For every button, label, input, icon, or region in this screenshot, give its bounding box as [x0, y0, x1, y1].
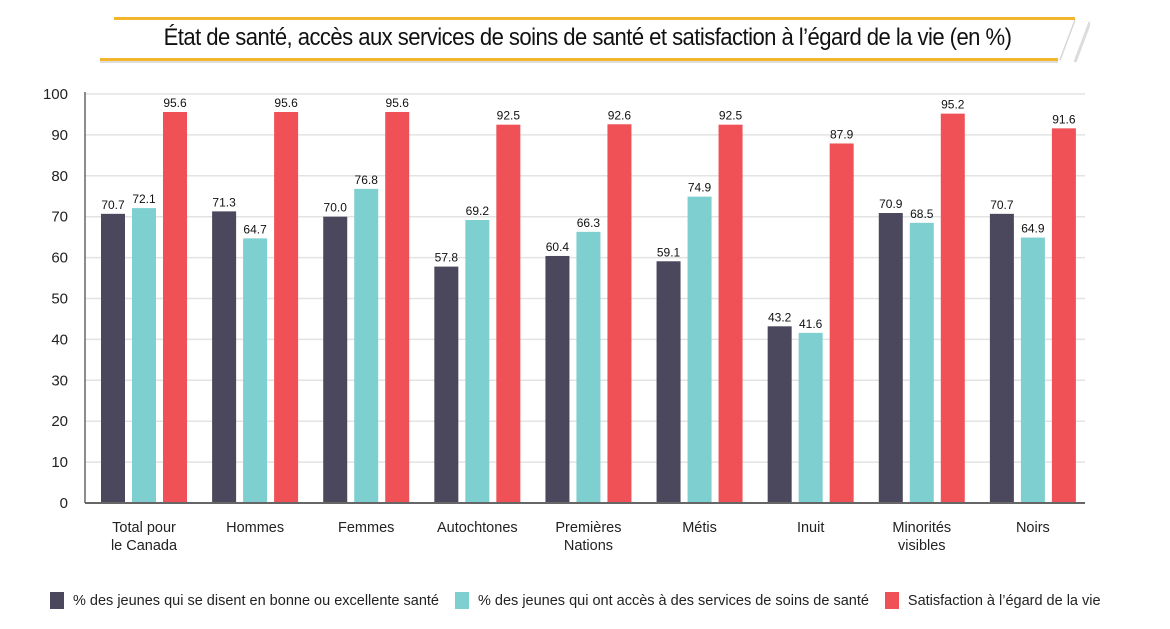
legend-item-good-health: % des jeunes qui se disent en bonne ou e… — [50, 592, 439, 609]
legend-label-life-satisfaction: Satisfaction à l’égard de la vie — [907, 592, 1101, 609]
x-category-label: Nations — [564, 538, 613, 554]
data-label: 87.9 — [830, 127, 854, 141]
data-label: 59.1 — [657, 245, 681, 259]
data-label: 66.3 — [577, 216, 601, 230]
bar — [434, 266, 459, 503]
data-label: 70.0 — [324, 201, 348, 215]
category-labels: Total pour le Canada Hommes Femmes Autochton… — [111, 520, 1050, 554]
bar — [576, 231, 601, 503]
legend-label-good-health: % des jeunes qui se disent en bonne ou e… — [73, 592, 439, 609]
x-category-label: Noirs — [1016, 520, 1050, 536]
bar — [545, 255, 570, 503]
y-tick-label: 30 — [51, 372, 68, 389]
legend-item-life-satisfaction: Satisfaction à l’égard de la vie — [884, 592, 1101, 609]
title-bottom-rule — [100, 58, 1058, 61]
x-category-label: Femmes — [338, 520, 394, 536]
legend-item-health-access: % des jeunes qui ont accès à des service… — [454, 592, 869, 609]
data-label: 95.6 — [274, 96, 298, 110]
title-top-rule — [114, 17, 1075, 20]
y-tick-label: 10 — [51, 454, 68, 471]
x-category-label: Inuit — [797, 520, 824, 536]
y-tick-label: 60 — [51, 250, 68, 267]
data-label: 57.8 — [435, 251, 459, 265]
bar — [687, 196, 712, 503]
data-label: 41.6 — [799, 317, 823, 331]
bar — [274, 111, 299, 503]
bar-chart: 0 10 20 30 40 50 60 70 80 90 100 70.7 72.1 95.6 71.3 6… — [43, 86, 1085, 554]
data-label: 60.4 — [546, 240, 570, 254]
bar — [354, 188, 379, 503]
data-label: 92.6 — [608, 108, 632, 122]
legend-swatch-life-satisfaction — [884, 592, 899, 609]
y-tick-label: 40 — [51, 331, 68, 348]
chart-title: État de santé, accès aux services de soi… — [163, 24, 1012, 51]
bar — [656, 261, 681, 503]
data-label: 95.6 — [386, 96, 410, 110]
legend-label-health-access: % des jeunes qui ont accès à des service… — [477, 592, 869, 609]
x-category-label: visibles — [898, 538, 946, 554]
x-category-label: Minorités — [892, 520, 951, 536]
y-tick-label: 50 — [51, 291, 68, 308]
data-label: 95.6 — [163, 96, 187, 110]
data-label: 71.3 — [212, 195, 236, 209]
data-label: 92.5 — [497, 109, 521, 123]
bar — [718, 124, 743, 504]
y-tick-label: 0 — [60, 495, 68, 512]
bar — [1020, 237, 1045, 503]
bar — [767, 326, 792, 503]
x-category-label: Hommes — [226, 520, 284, 536]
bar — [909, 222, 934, 503]
y-tick-label: 90 — [51, 127, 68, 144]
bar — [829, 143, 854, 503]
axes — [84, 92, 1085, 504]
data-label: 70.7 — [101, 198, 125, 212]
data-label: 72.1 — [132, 192, 156, 206]
bar — [212, 211, 237, 503]
data-label: 70.7 — [990, 198, 1014, 212]
bar — [607, 124, 632, 504]
data-label: 92.5 — [719, 109, 743, 123]
data-label: 43.2 — [768, 310, 792, 324]
data-label: 76.8 — [355, 173, 379, 187]
y-axis-ticks: 0 10 20 30 40 50 60 70 80 90 100 — [43, 86, 68, 512]
data-label: 70.9 — [879, 197, 903, 211]
chart-title-banner: État de santé, accès aux services de soi… — [100, 14, 1090, 63]
bar — [243, 238, 268, 503]
y-tick-label: 20 — [51, 413, 68, 430]
y-tick-label: 100 — [43, 86, 68, 103]
bar — [101, 213, 125, 503]
bar — [323, 216, 348, 503]
legend-swatch-health-access — [454, 592, 469, 609]
y-tick-label: 80 — [51, 168, 68, 185]
data-label: 64.7 — [243, 222, 267, 236]
bar — [163, 111, 187, 503]
bar — [989, 213, 1014, 503]
data-label: 64.9 — [1021, 222, 1045, 236]
legend-swatch-good-health — [50, 592, 64, 609]
bar — [878, 213, 903, 504]
bar — [1051, 128, 1076, 503]
y-tick-label: 70 — [51, 209, 68, 226]
x-category-label: Premières — [555, 520, 621, 536]
bar — [465, 219, 490, 504]
x-category-label: Total pour — [112, 520, 176, 536]
bar — [132, 208, 156, 503]
title-banner-frame — [100, 17, 1090, 63]
data-label: 91.6 — [1052, 112, 1076, 126]
legend: % des jeunes qui se disent en bonne ou e… — [50, 592, 1117, 609]
data-label: 74.9 — [688, 181, 712, 195]
x-category-label: Autochtones — [437, 520, 518, 536]
x-category-label: le Canada — [111, 538, 178, 554]
data-label: 95.2 — [941, 98, 965, 112]
bar — [940, 113, 965, 503]
bar — [798, 332, 823, 503]
bars — [101, 111, 1076, 504]
value-labels: 70.7 72.1 95.6 71.3 64.7 95.6 70.0 76.8 95.6 57.8… — [101, 96, 1076, 331]
bar — [496, 124, 521, 504]
x-category-label: Métis — [682, 520, 717, 536]
data-label: 68.5 — [910, 207, 934, 221]
data-label: 69.2 — [466, 204, 490, 218]
bar — [385, 111, 410, 503]
